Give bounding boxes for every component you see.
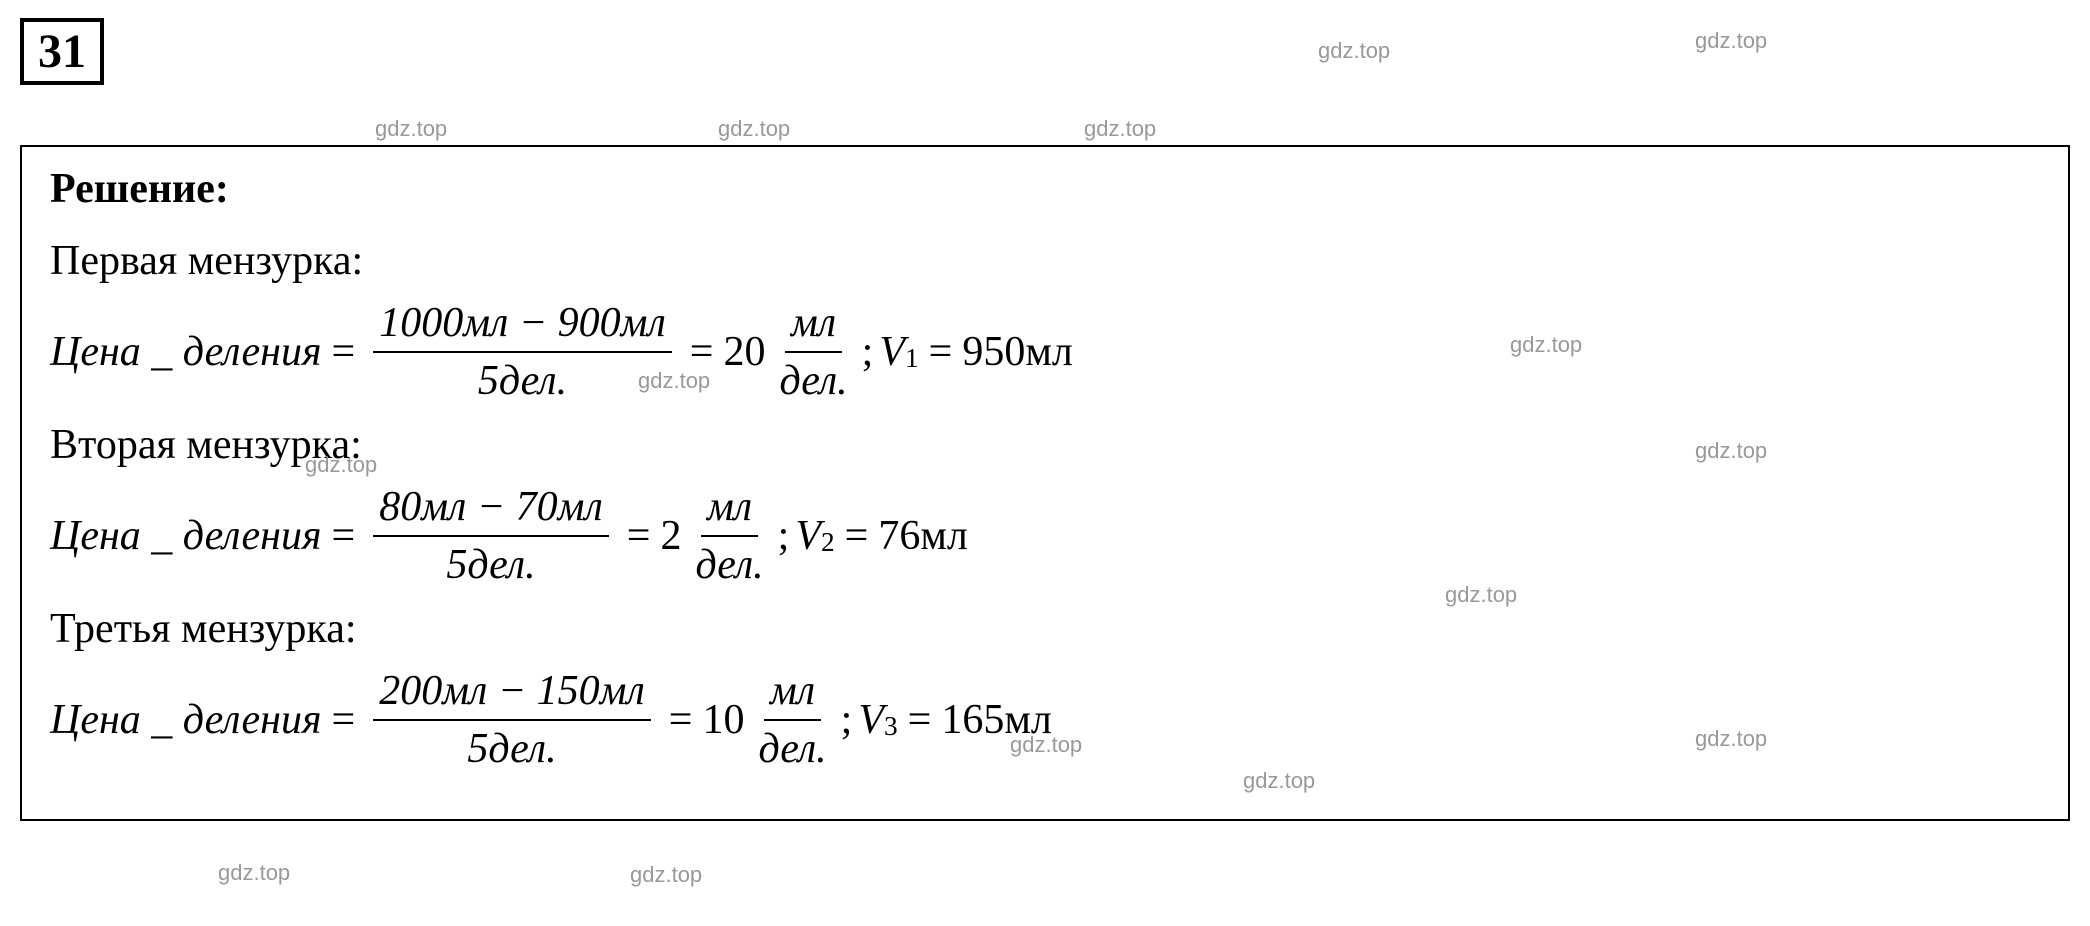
result-value: 10 — [702, 696, 744, 744]
fraction-denom: 5дел. — [461, 721, 562, 773]
volume-value: 76мл — [878, 512, 968, 560]
volume-var: V — [858, 696, 884, 744]
watermark-text: gdz.top — [1084, 116, 1156, 142]
unit-denom: дел. — [689, 537, 769, 589]
fraction-3a: 200мл − 150мл 5дел. — [373, 667, 651, 773]
unit-numer: мл — [785, 299, 842, 353]
unit-numer: мл — [764, 667, 821, 721]
fraction-denom: 5дел. — [440, 537, 541, 589]
result-value: 2 — [660, 512, 681, 560]
watermark-text: gdz.top — [718, 116, 790, 142]
fraction-unit-2: мл дел. — [689, 483, 769, 589]
equals-sign: = — [669, 696, 693, 744]
watermark-text: gdz.top — [1695, 28, 1767, 54]
fraction-1a: 1000мл − 900мл 5дел. — [373, 299, 672, 405]
problem-number: 31 — [20, 18, 104, 85]
volume-sub: 2 — [821, 527, 835, 558]
price-label: Цена _ деления — [50, 512, 322, 560]
semicolon: ; — [841, 696, 853, 744]
watermark-text: gdz.top — [630, 862, 702, 888]
section-3-label: Третья мензурка: — [50, 605, 2040, 653]
price-label: Цена _ деления — [50, 696, 322, 744]
volume-sub: 1 — [905, 343, 919, 374]
semicolon: ; — [862, 328, 874, 376]
equals-sign: = — [627, 512, 651, 560]
section-1-label: Первая мензурка: — [50, 237, 2040, 285]
section-1-formula: Цена _ деления = 1000мл − 900мл 5дел. = … — [50, 299, 2040, 405]
fraction-denom: 5дел. — [472, 353, 573, 405]
equals-sign: = — [690, 328, 714, 376]
volume-value: 950мл — [962, 328, 1073, 376]
solution-heading: Решение: — [50, 165, 2040, 213]
volume-var: V — [795, 512, 821, 560]
watermark-text: gdz.top — [375, 116, 447, 142]
semicolon: ; — [778, 512, 790, 560]
equals-sign: = — [845, 512, 869, 560]
volume-var: V — [879, 328, 905, 376]
fraction-unit-3: мл дел. — [752, 667, 832, 773]
fraction-numer: 200мл − 150мл — [373, 667, 651, 721]
fraction-numer: 80мл − 70мл — [373, 483, 609, 537]
equals-sign: = — [908, 696, 932, 744]
unit-denom: дел. — [773, 353, 853, 405]
section-3-formula: Цена _ деления = 200мл − 150мл 5дел. = 1… — [50, 667, 2040, 773]
section-2-label: Вторая мензурка: — [50, 421, 2040, 469]
fraction-2a: 80мл − 70мл 5дел. — [373, 483, 609, 589]
result-value: 20 — [723, 328, 765, 376]
volume-sub: 3 — [884, 711, 898, 742]
equals-sign: = — [332, 512, 356, 560]
price-label: Цена _ деления — [50, 328, 322, 376]
equals-sign: = — [332, 328, 356, 376]
unit-denom: дел. — [752, 721, 832, 773]
unit-numer: мл — [701, 483, 758, 537]
solution-container: Решение: Первая мензурка: Цена _ деления… — [20, 145, 2070, 821]
equals-sign: = — [929, 328, 953, 376]
equals-sign: = — [332, 696, 356, 744]
fraction-numer: 1000мл − 900мл — [373, 299, 672, 353]
watermark-text: gdz.top — [1318, 38, 1390, 64]
watermark-text: gdz.top — [218, 860, 290, 886]
section-2-formula: Цена _ деления = 80мл − 70мл 5дел. = 2 м… — [50, 483, 2040, 589]
fraction-unit-1: мл дел. — [773, 299, 853, 405]
volume-value: 165мл — [941, 696, 1052, 744]
